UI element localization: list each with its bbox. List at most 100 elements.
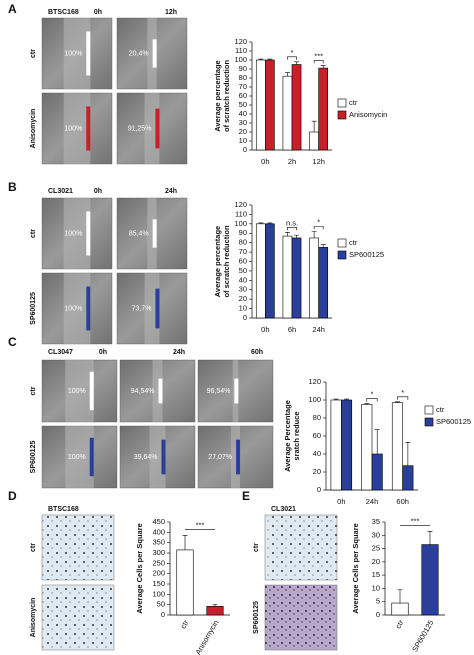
- y-axis-label-line: Average percentage: [213, 226, 222, 297]
- y-tick-label: 100: [152, 589, 165, 598]
- row-label: ctr: [30, 386, 37, 395]
- scratch-marker: [86, 286, 91, 331]
- y-axis-label: Average percentageof scratch reduction: [213, 60, 231, 133]
- scratch-marker: [161, 439, 166, 475]
- scratch-marker: [155, 288, 160, 329]
- error-bar: [364, 403, 370, 405]
- y-tick-label: 70: [239, 247, 247, 256]
- panel-letter: C: [8, 335, 17, 349]
- y-tick-label: 20: [239, 127, 247, 136]
- y-tick-label: 50: [157, 600, 165, 609]
- y-axis-label: Average Percentagesratch reduce: [283, 400, 301, 472]
- error-bar: [284, 232, 290, 237]
- error-bar: [333, 398, 339, 400]
- cell-line: CL3021: [48, 188, 73, 195]
- legend-swatch: [424, 405, 434, 415]
- cell-line: BTSC168: [48, 506, 79, 513]
- y-tick-label: 90: [239, 64, 247, 73]
- bar: [282, 235, 293, 319]
- y-tick-label: 400: [152, 527, 165, 536]
- row-label: SP600125: [30, 441, 37, 474]
- error-bar: [311, 120, 317, 132]
- error-bar: [258, 58, 264, 60]
- y-tick-label: 120: [234, 37, 247, 46]
- y-tick-label: 150: [152, 579, 165, 588]
- significance-bracket: [287, 56, 297, 60]
- scratch-percent: 100%: [64, 230, 82, 237]
- y-tick-label: 90: [239, 228, 247, 237]
- scratch-marker: [86, 106, 91, 151]
- bar: [206, 606, 224, 616]
- time-label: 24h: [173, 349, 185, 356]
- row-label: Anisomycin: [30, 109, 37, 149]
- bar: [291, 237, 302, 319]
- y-tick-label: 15: [372, 570, 380, 579]
- y-tick-label: 0: [243, 313, 247, 322]
- significance-bracket: [313, 226, 324, 230]
- scratch-area: [63, 198, 91, 269]
- y-tick-label: 30: [372, 530, 380, 539]
- scratch-area: [230, 426, 241, 488]
- row-label: ctr: [30, 543, 37, 552]
- cell-line: BTSC168: [48, 9, 79, 16]
- error-bar: [294, 234, 300, 238]
- bar: [391, 402, 403, 491]
- bar: [330, 399, 342, 491]
- micrograph: [264, 514, 338, 581]
- y-tick-label: 30: [239, 285, 247, 294]
- bar: [402, 465, 414, 491]
- error-bar: [311, 231, 317, 238]
- bar: [341, 399, 353, 491]
- significance-bracket: [397, 396, 409, 400]
- scratch-percent: 91,25%: [128, 125, 152, 132]
- y-axis-label-line: sratch reduce: [292, 411, 301, 460]
- y-tick-label: 200: [152, 569, 165, 578]
- y-axis-label-line: Average Cells per Square: [351, 523, 360, 614]
- cell-line: CL3021: [271, 506, 296, 513]
- scratch-percent: 20,4%: [129, 50, 149, 57]
- significance-label: ***: [314, 51, 323, 60]
- scratch-percent: 100%: [64, 305, 82, 312]
- x-tick-label: 0h: [261, 325, 269, 334]
- error-bar: [182, 535, 188, 550]
- bar: [371, 453, 383, 491]
- y-tick-label: 60: [313, 431, 321, 440]
- y-tick-label: 300: [152, 548, 165, 557]
- error-bar: [267, 58, 273, 60]
- micrograph: [41, 584, 115, 651]
- scratch-marker: [86, 211, 91, 256]
- y-tick-label: 10: [372, 583, 380, 592]
- panel-letter: B: [8, 180, 17, 194]
- y-tick-label: 80: [239, 73, 247, 82]
- error-bar: [284, 72, 290, 77]
- bar: [421, 544, 439, 616]
- error-bar: [397, 589, 403, 604]
- significance-label: ***: [411, 516, 420, 525]
- y-tick-label: 0: [317, 485, 321, 494]
- bar: [255, 59, 266, 151]
- bar: [291, 64, 302, 151]
- y-tick-label: 450: [152, 517, 165, 526]
- y-tick-label: 0: [376, 610, 380, 619]
- y-tick-label: 50: [239, 100, 247, 109]
- time-label: 0h: [94, 9, 102, 16]
- bar: [255, 223, 266, 319]
- error-bar: [320, 65, 326, 69]
- bar: [318, 247, 329, 319]
- y-tick-label: 80: [313, 413, 321, 422]
- x-tick-label: 0h: [337, 497, 345, 506]
- scratch-marker: [234, 378, 239, 404]
- y-tick-label: 35: [372, 517, 380, 526]
- scratch-marker: [158, 378, 163, 404]
- y-tick-label: 120: [234, 200, 247, 209]
- row-label: ctr: [253, 543, 260, 552]
- y-tick-label: 20: [313, 467, 321, 476]
- scratch-area: [63, 273, 91, 344]
- y-tick-label: 120: [308, 377, 321, 386]
- error-bar: [294, 61, 300, 65]
- scratch-area: [147, 18, 157, 89]
- y-tick-label: 40: [239, 109, 247, 118]
- y-tick-label: 60: [239, 256, 247, 265]
- bar: [265, 59, 275, 151]
- legend-swatch: [337, 110, 347, 120]
